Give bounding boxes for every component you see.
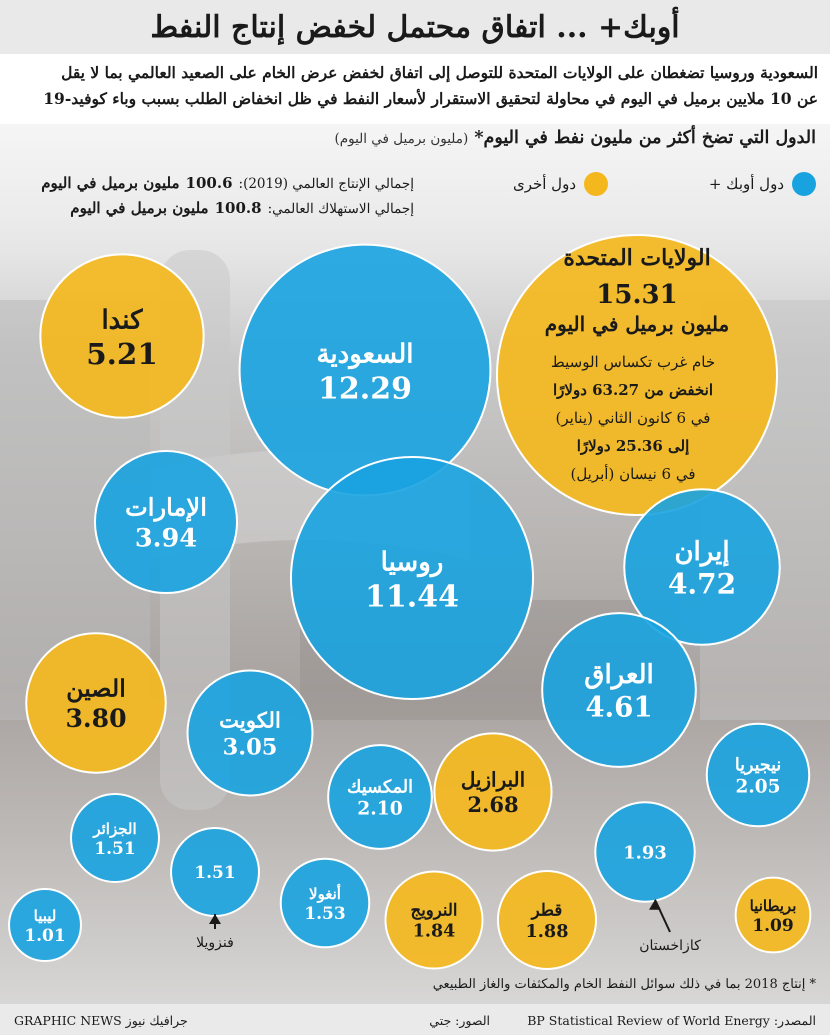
bubble-3	[39, 253, 205, 419]
bubble-18	[734, 876, 812, 954]
bubble-country-label-3: كندا	[101, 306, 143, 336]
bubble-country-label-15: أنغولا	[309, 883, 341, 903]
bubble-1	[238, 243, 492, 497]
bubble-value-label-19: 1.01	[24, 926, 65, 946]
bubble-value-label-3: 5.21	[86, 336, 158, 371]
bubble-external-label-17: فنزويلا	[196, 935, 234, 951]
legend-swatch-opec	[792, 172, 816, 196]
bubble-country-label-7: الصين	[66, 675, 126, 704]
bubble-value-label-16: 1.51	[94, 839, 135, 859]
bubble-value-label-17: 1.51	[194, 863, 235, 883]
bubble-country-label-5: العراق	[584, 660, 653, 690]
stat-consumption: إجمالي الاستهلاك العالمي: 100.8 مليون بر…	[14, 199, 414, 217]
photo-credit: الصور: جتي	[429, 1013, 490, 1028]
bubble-value-label-9: 2.68	[467, 792, 518, 817]
bubble-value-label-0: 15.31	[596, 280, 677, 310]
bubble-15	[279, 857, 371, 949]
title-bar: أوبك+ ... اتفاق محتمل لخفض إنتاج النفط	[0, 0, 830, 54]
bubble-country-label-6: الإمارات	[125, 493, 207, 523]
bubble-0	[496, 234, 778, 516]
us-unit-label: مليون برميل في اليوم	[545, 312, 729, 337]
page-title: أوبك+ ... اتفاق محتمل لخفض إنتاج النفط	[150, 9, 680, 45]
bubble-chart-heading: الدول التي تضخ أكثر من مليون نفط في اليو…	[334, 128, 816, 148]
bubble-value-label-11: 2.05	[736, 777, 781, 798]
bubble-value-label-6: 3.94	[135, 523, 197, 553]
subtitle: السعودية وروسيا تضغطان على الولايات المت…	[12, 60, 818, 112]
bubble-country-label-8: الكويت	[219, 708, 281, 733]
bubble-value-label-8: 3.05	[223, 734, 278, 760]
stat-consumption-unit: مليون برميل في اليوم	[70, 199, 209, 217]
us-note-line5: في 6 نيسان (أبريل)	[570, 464, 695, 483]
footnote: * إنتاج 2018 بما في ذلك سوائل النفط الخا…	[432, 977, 816, 992]
bubble-12	[594, 801, 696, 903]
bubble-value-label-13: 1.88	[525, 921, 568, 942]
bubble-value-label-2: 11.44	[365, 580, 459, 615]
bubble-value-label-1: 12.29	[318, 372, 412, 407]
bubble-value-label-14: 1.84	[413, 922, 456, 942]
subtitle-line-2: عن 10 ملايين برميل في اليوم في محاولة لت…	[43, 89, 818, 108]
bubble-8	[186, 669, 314, 797]
pointer-arrowhead-17	[209, 913, 221, 924]
stat-production-unit: مليون برميل في اليوم	[41, 174, 180, 192]
bubble-country-label-16: الجزائر	[92, 820, 136, 838]
bubble-value-label-5: 4.61	[585, 690, 652, 723]
bubble-country-label-0: الولايات المتحدة	[563, 245, 710, 271]
legend-swatch-other	[584, 172, 608, 196]
source-credit: المصدر: BP Statistical Review of World E…	[527, 1013, 816, 1028]
bubble-19	[8, 888, 82, 962]
bubble-14	[384, 870, 484, 970]
footer: المصدر: BP Statistical Review of World E…	[0, 1004, 830, 1035]
bubble-9	[433, 732, 553, 852]
bubble-value-label-15: 1.53	[304, 904, 345, 924]
bubble-16	[70, 793, 160, 883]
legend-item-other: دول أخرى	[513, 172, 608, 196]
bubble-value-label-10: 2.10	[357, 798, 402, 820]
us-note-line4: إلى 25.36 دولارًا	[577, 437, 690, 455]
bubble-external-label-12: كازاخستان	[639, 938, 701, 954]
bubble-country-label-4: إيران	[674, 537, 729, 567]
bubble-value-label-18: 1.09	[752, 916, 793, 936]
bubble-chart-heading-text: الدول التي تضخ أكثر من مليون نفط في اليو…	[474, 128, 816, 148]
stat-consumption-value: 100.8	[214, 199, 262, 217]
pointer-arrowhead-12	[649, 899, 661, 910]
us-note-line3: في 6 كانون الثاني (يناير)	[556, 409, 711, 427]
bubble-country-label-11: نيجيريا	[735, 755, 781, 775]
bubble-5	[541, 612, 697, 768]
bubble-chart-heading-unit: (مليون برميل في اليوم)	[334, 131, 469, 147]
bubble-7	[25, 632, 167, 774]
bubble-2	[289, 455, 535, 701]
bubble-country-label-14: النرويج	[411, 901, 458, 921]
bubble-country-label-10: المكسيك	[347, 776, 413, 797]
stat-production-value: 100.6	[185, 174, 233, 192]
stat-production: إجمالي الإنتاج العالمي (2019): 100.6 ملي…	[14, 174, 414, 192]
legend-label-opec: دول أوبك +	[708, 175, 784, 193]
bubble-value-label-7: 3.80	[65, 703, 126, 733]
bubble-country-label-2: روسيا	[381, 548, 444, 578]
bubble-country-label-9: البرازيل	[461, 768, 525, 793]
legend-label-other: دول أخرى	[512, 175, 576, 193]
bubble-4	[623, 488, 781, 646]
chart-header-band	[0, 124, 830, 234]
bubble-11	[705, 722, 811, 828]
us-note-line2: انخفض من 63.27 دولارًا	[553, 381, 713, 399]
brand-credit: GRAPHIC NEWS جرافيك نيوز	[14, 1013, 188, 1028]
bubble-country-label-18: بريطانيا	[750, 897, 797, 915]
bubble-country-label-19: ليبيا	[34, 907, 57, 925]
bubble-13	[496, 869, 598, 971]
stat-consumption-label: إجمالي الاستهلاك العالمي:	[267, 201, 414, 217]
legend-item-opec: دول أوبك +	[709, 172, 816, 196]
bubble-10	[327, 744, 433, 850]
us-note-line1: خام غرب تكساس الوسيط	[551, 353, 715, 371]
bubble-6	[93, 449, 239, 595]
bubble-country-label-13: قطر	[530, 900, 563, 921]
bubble-country-label-1: السعودية	[316, 340, 413, 370]
subtitle-line-1: السعودية وروسيا تضغطان على الولايات المت…	[61, 63, 818, 82]
bubble-value-label-12: 1.93	[623, 842, 667, 863]
bubble-value-label-4: 4.72	[668, 568, 736, 601]
stat-production-label: إجمالي الإنتاج العالمي (2019):	[238, 176, 414, 192]
